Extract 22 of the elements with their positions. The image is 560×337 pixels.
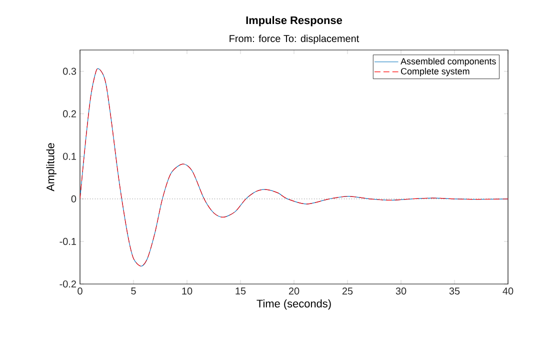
legend-label: Assembled components xyxy=(400,58,496,66)
y-tick-label: 0.3 xyxy=(63,68,76,75)
y-tick-label: -0.1 xyxy=(60,238,76,245)
x-tick-label: 30 xyxy=(396,288,406,295)
x-tick-label: 15 xyxy=(236,288,246,294)
x-tick-label: 5 xyxy=(131,288,136,294)
x-tick-label: 25 xyxy=(342,288,353,295)
x-tick-label: 40 xyxy=(502,288,514,295)
y-tick-label: 0.2 xyxy=(63,110,76,118)
chart-subtitle: From: force To: displacement xyxy=(230,34,360,44)
y-tick-label: 0 xyxy=(71,195,76,202)
y-tick-label: -0.2 xyxy=(60,280,76,288)
x-tick-label: 10 xyxy=(182,288,192,295)
y-axis-title: Amplitude xyxy=(46,143,56,192)
x-tick-label: 0 xyxy=(78,288,82,295)
legend-label: Complete system xyxy=(401,68,470,76)
x-tick-label: 35 xyxy=(449,288,460,295)
line-series xyxy=(80,68,508,266)
chart-title: Impulse Response xyxy=(246,16,342,26)
x-axis-title: Time (seconds) xyxy=(256,299,331,310)
y-tick-label: 0.1 xyxy=(63,152,76,160)
x-tick-label: 20 xyxy=(288,288,300,295)
